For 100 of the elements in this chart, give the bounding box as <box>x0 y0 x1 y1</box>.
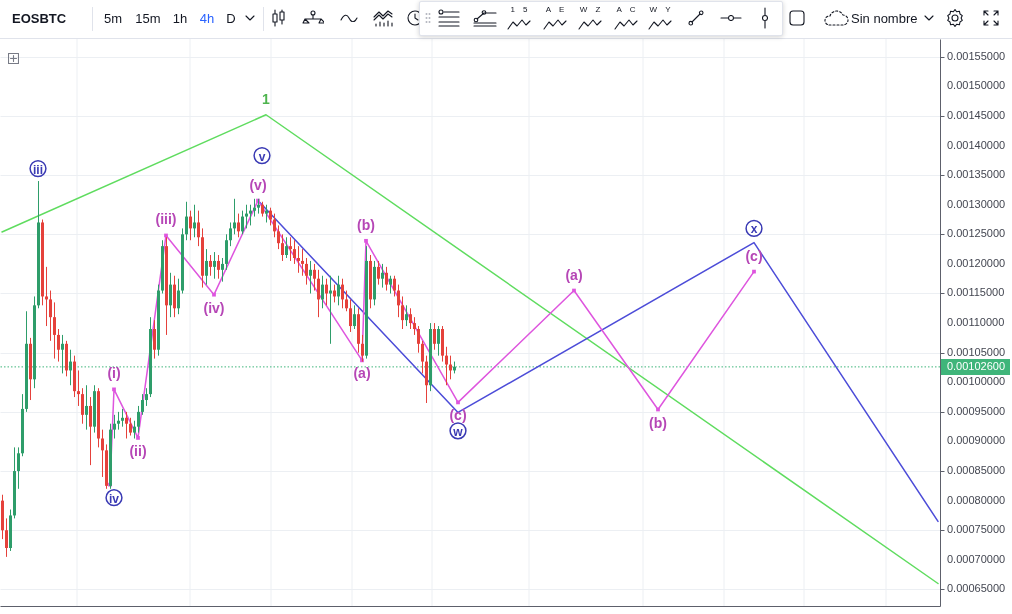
text: 5m <box>103 10 123 26</box>
candlestick <box>125 411 128 439</box>
candlestick <box>53 301 56 360</box>
y-tick-label: 0.00105000 <box>947 345 1006 358</box>
y-tick-label: 0.00125000 <box>947 227 1006 240</box>
data-label: (v) <box>249 176 267 193</box>
data-label: (iii) <box>155 211 177 228</box>
candlestick <box>321 275 324 309</box>
y-tick-label: 0.00070000 <box>947 552 1006 565</box>
candlestick <box>289 236 292 262</box>
y-tick-label: 0.00095000 <box>947 404 1006 417</box>
ref-line-label: 0.00102600 <box>946 359 1006 372</box>
annotation: 1 <box>262 90 271 107</box>
candlestick <box>17 446 20 490</box>
candlestick <box>217 254 220 280</box>
candlestick <box>353 304 356 330</box>
data-label: (b) <box>357 216 375 233</box>
candlestick <box>273 213 276 238</box>
text: Sin nombre <box>851 10 918 26</box>
candlestick <box>89 396 92 466</box>
candlestick <box>205 248 208 286</box>
text: A C <box>616 5 636 14</box>
y-tick-label: 0.00145000 <box>947 108 1006 121</box>
y-tick-label: 0.00100000 <box>947 375 1006 388</box>
text: W Y <box>649 5 671 14</box>
candlestick <box>77 369 80 407</box>
line-series <box>257 199 939 523</box>
candlestick <box>185 201 188 241</box>
data-label: (a) <box>565 266 583 283</box>
candlestick <box>233 198 236 235</box>
candlestick <box>213 251 216 280</box>
candlestick <box>209 254 212 277</box>
y-tick-label: 0.00115000 <box>947 286 1005 299</box>
candlestick <box>241 210 244 235</box>
candlestick <box>405 304 408 327</box>
candlestick <box>445 346 448 386</box>
candlestick <box>169 272 172 318</box>
candlestick <box>385 266 388 292</box>
candlestick <box>177 278 180 315</box>
candlestick <box>337 275 340 306</box>
data-label: (i) <box>107 365 121 382</box>
candlestick <box>189 210 192 241</box>
candlestick <box>61 334 64 374</box>
candlestick <box>245 204 248 229</box>
text: A E <box>545 5 565 14</box>
candlestick <box>45 266 48 327</box>
point <box>212 292 216 297</box>
data-label: (b) <box>649 414 667 431</box>
candlestick <box>381 263 384 289</box>
y-tick-label: 0.00140000 <box>947 138 1006 151</box>
candlestick <box>229 221 232 247</box>
candlestick <box>57 328 60 363</box>
candlestick <box>309 260 312 294</box>
y-tick-label: 0.00135000 <box>947 168 1006 181</box>
candlestick <box>237 213 240 238</box>
candlestick <box>433 322 436 351</box>
y-tick-label: 0.00080000 <box>947 493 1006 506</box>
candlestick <box>113 414 116 439</box>
candlestick <box>417 325 420 354</box>
text: 15m <box>135 10 161 26</box>
data-label: (c) <box>449 407 467 424</box>
candlestick <box>301 248 304 277</box>
candlestick <box>421 340 424 374</box>
candlestick <box>173 275 176 318</box>
candlestick <box>277 224 280 250</box>
candlestick <box>221 257 224 283</box>
data-label: v <box>258 149 266 164</box>
y-tick-label: 0.00065000 <box>947 582 1006 595</box>
candlestick <box>281 233 284 262</box>
candlestick <box>101 429 104 478</box>
text: W Z <box>579 5 601 14</box>
candlestick <box>293 239 296 265</box>
candlestick <box>349 298 352 333</box>
point <box>136 436 140 440</box>
candlestick <box>393 275 396 297</box>
candlestick <box>5 517 8 558</box>
candlestick <box>297 245 300 274</box>
y-tick-label: 0.00110000 <box>947 316 1005 329</box>
candlestick <box>317 269 320 318</box>
point <box>364 238 368 243</box>
candlestick <box>425 355 428 404</box>
y-tick-label: 0.00130000 <box>947 197 1006 210</box>
candlestick <box>305 257 308 286</box>
candlestick <box>397 284 400 318</box>
text: D <box>226 10 236 26</box>
candlestick <box>81 387 84 425</box>
candlestick <box>285 236 288 259</box>
data-label: (ii) <box>129 442 147 459</box>
y-tick-label: 0.00090000 <box>947 434 1006 447</box>
candlestick <box>153 319 156 360</box>
candlestick <box>249 204 252 226</box>
candlestick <box>341 278 344 309</box>
candlestick <box>401 295 404 330</box>
candlestick <box>193 204 196 238</box>
y-tick-label: 0.00120000 <box>947 256 1006 269</box>
data-label: (c) <box>745 247 763 264</box>
data-label: (iv) <box>203 299 225 316</box>
candlestick <box>345 290 348 312</box>
candlestick <box>409 307 412 330</box>
candlestick <box>141 393 144 416</box>
